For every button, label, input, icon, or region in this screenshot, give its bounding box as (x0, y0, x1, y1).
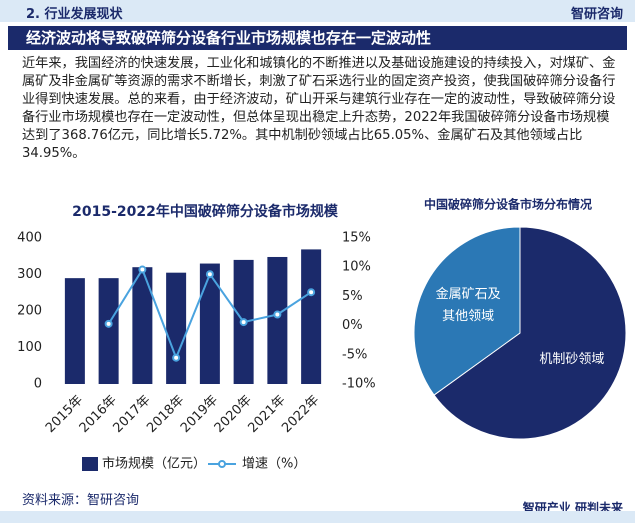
pie-label: 机制砂领域 (539, 351, 605, 367)
section-title: 2. 行业发展现状 (26, 7, 123, 22)
y-tick-label: 300 (17, 267, 42, 282)
line-point (104, 319, 113, 328)
bottom-bar (0, 511, 635, 523)
y-tick-label: 100 (17, 340, 42, 355)
legend-swatch (218, 460, 226, 468)
source: 资料来源：智研咨询 (22, 493, 140, 508)
pie-slice (433, 226, 627, 440)
line-point (307, 288, 316, 297)
y2-tick-label: 15% (342, 231, 371, 246)
y2-tick-label: 5% (342, 289, 363, 304)
y2-tick-label: -5% (342, 347, 367, 362)
bar (166, 272, 187, 384)
banner: 经济波动将导致破碎筛分设备行业市场规模也存在一定波动性 (8, 26, 627, 50)
chart-title: 2015-2022年中国破碎筛分设备市场规模 (72, 203, 339, 220)
bar (98, 278, 119, 384)
line-point (138, 265, 147, 274)
line-point (239, 318, 248, 327)
line-point (205, 270, 214, 279)
x-tick-label: 2022年 (279, 393, 322, 436)
top-bar (0, 0, 635, 22)
bar (199, 263, 220, 384)
y-tick-label: 0 (34, 377, 42, 392)
legend-swatch (82, 457, 98, 471)
bar (64, 278, 85, 384)
bar (267, 256, 288, 384)
y2-tick-label: 10% (342, 260, 371, 275)
brand: 智研咨询 (570, 7, 623, 22)
legend-label: 市场规模（亿元） (102, 456, 206, 472)
bar (301, 249, 322, 384)
chart-title: 中国破碎筛分设备市场分布情况 (424, 197, 592, 212)
bar (132, 267, 153, 384)
pie-slice (413, 226, 521, 396)
legend-label: 增速（%） (242, 457, 306, 472)
y-tick-label: 400 (17, 231, 42, 246)
pie-label: 金属矿石及其他领域 (435, 287, 501, 325)
paragraph: 近年来，我国经济的快速发展，工业化和城镇化的不断推进以及基础设施建设的持续投入，… (22, 56, 616, 161)
y2-tick-label: 0% (342, 318, 363, 333)
line-point (273, 310, 282, 319)
y2-tick-label: -10% (342, 377, 376, 392)
y-tick-label: 200 (17, 304, 42, 319)
line-point (172, 353, 181, 362)
